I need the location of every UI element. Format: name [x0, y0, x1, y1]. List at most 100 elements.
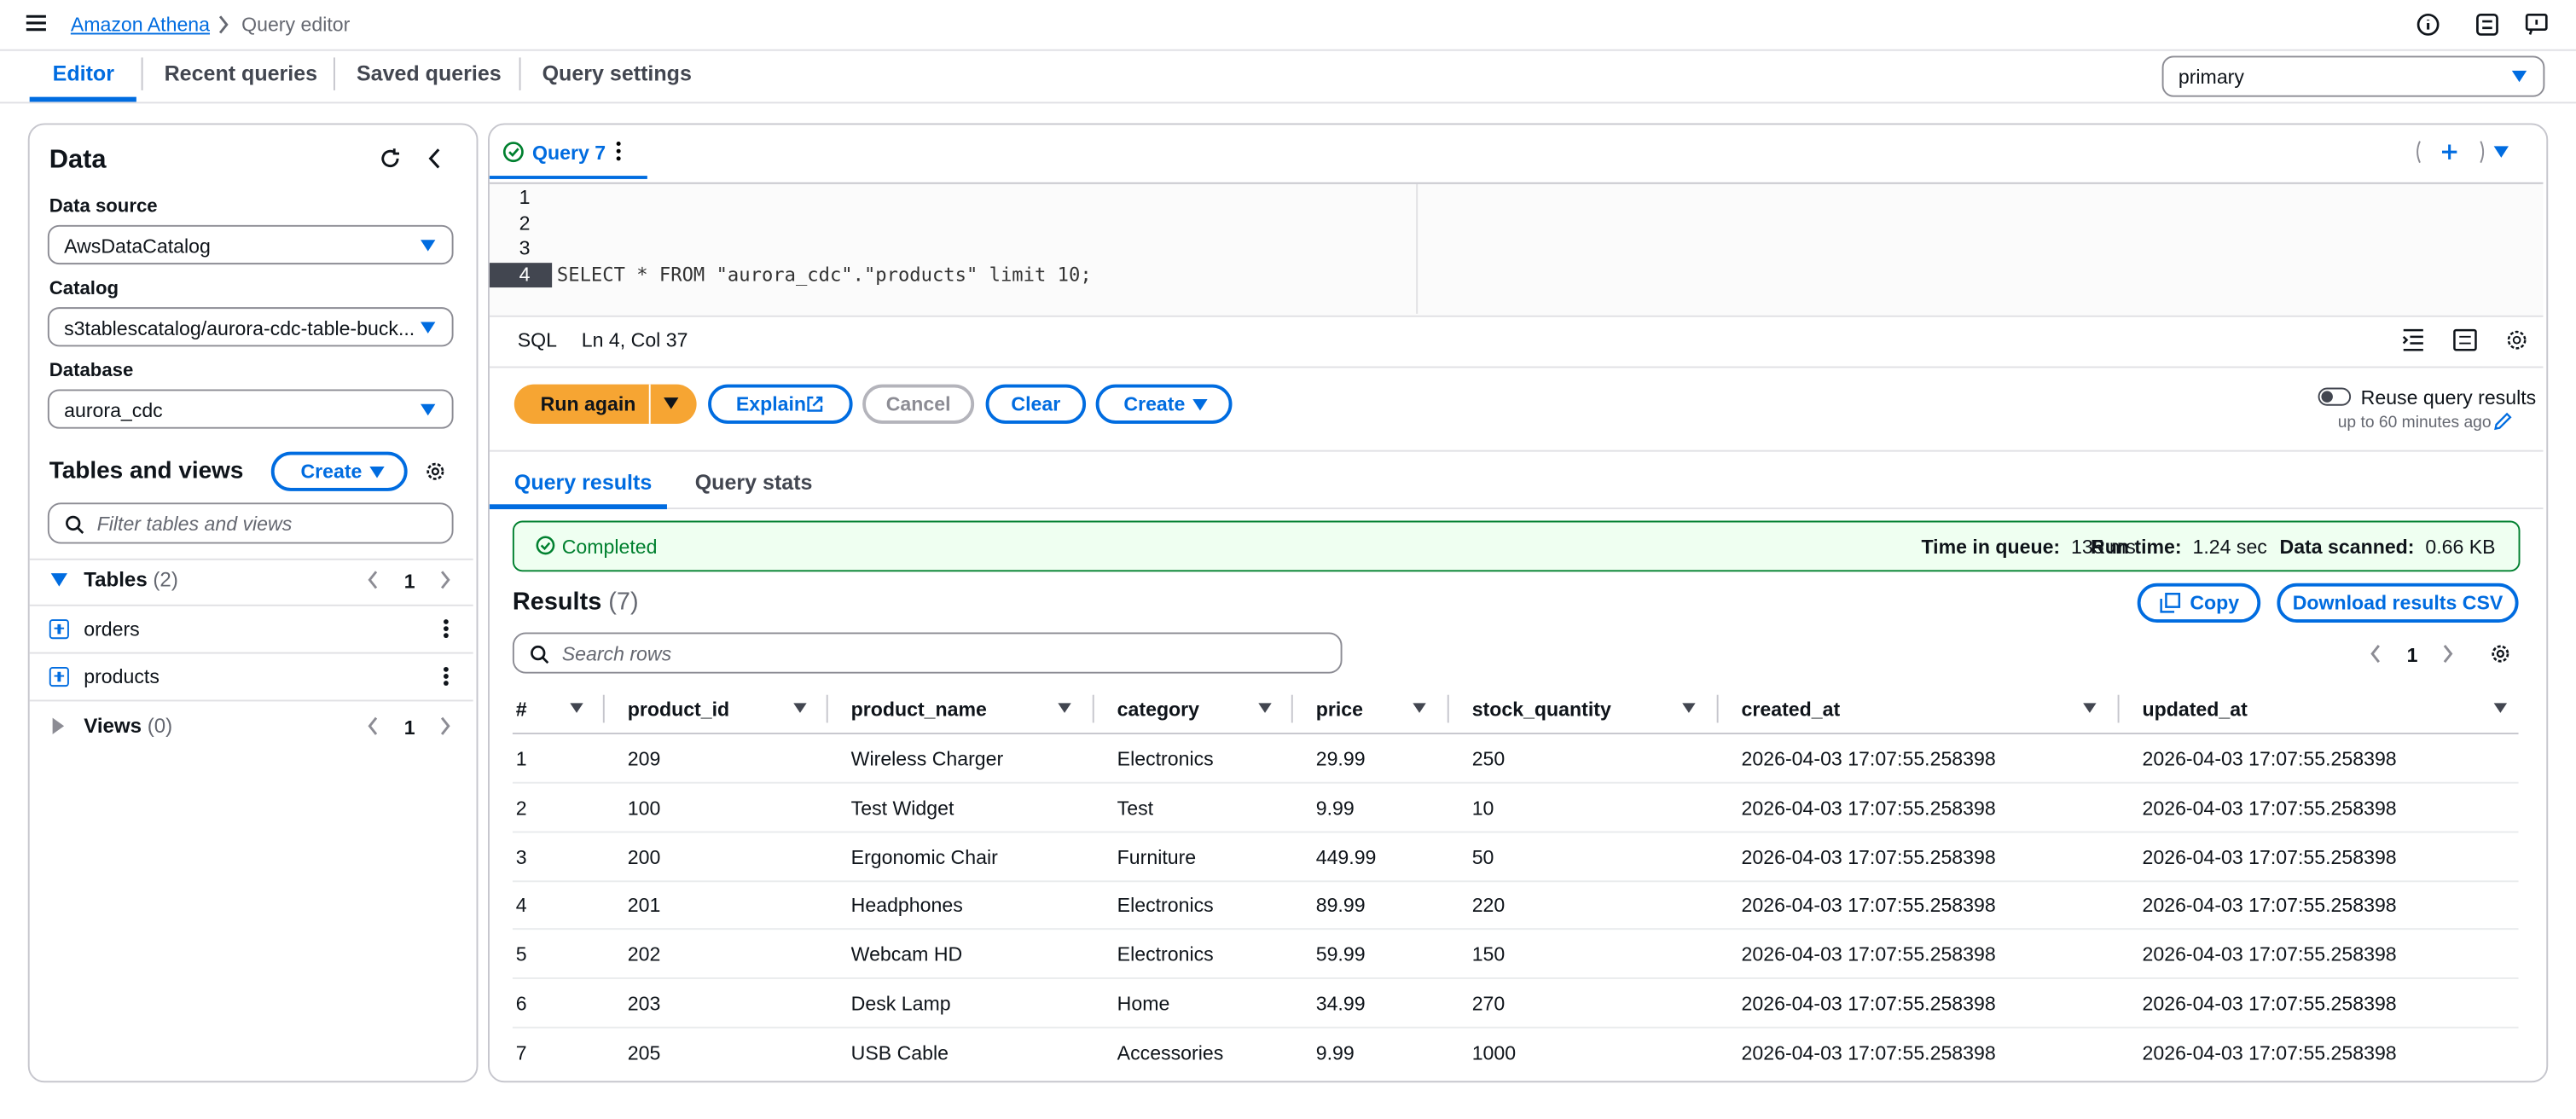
- expand-caret[interactable]: [52, 717, 65, 734]
- cell: 449.99: [1315, 845, 1377, 869]
- gear-icon[interactable]: [2491, 644, 2510, 664]
- cell: 220: [1471, 894, 1506, 918]
- cell: 34.99: [1315, 992, 1366, 1016]
- explain-button[interactable]: Explain: [708, 384, 853, 424]
- row-divider: [512, 879, 2519, 882]
- run-button[interactable]: [513, 384, 697, 424]
- column-separator: [1291, 694, 1293, 723]
- download-button[interactable]: Download results CSV: [2277, 583, 2519, 623]
- divider: [489, 507, 2544, 510]
- divider: [0, 101, 2576, 104]
- workgroup-select[interactable]: primary: [2161, 55, 2545, 97]
- cell: 29.99: [1315, 747, 1366, 771]
- search-input[interactable]: Search rows: [512, 632, 1343, 674]
- external-icon: [807, 396, 823, 412]
- create-button[interactable]: Create: [270, 451, 408, 491]
- column-filter[interactable]: [1258, 703, 1272, 713]
- database-select[interactable]: aurora_cdc: [47, 389, 454, 429]
- button-label: Explain: [735, 392, 807, 416]
- clear-button[interactable]: Clear: [985, 384, 1087, 424]
- column-separator: [1447, 694, 1449, 723]
- query-tab[interactable]: Query 7: [532, 141, 606, 165]
- cell: 200: [627, 845, 661, 869]
- divider: [29, 558, 473, 560]
- column-separator: [2117, 694, 2120, 723]
- caret: [369, 466, 385, 478]
- reuse-sub: up to 60 minutes ago: [2337, 414, 2492, 432]
- cell: USB Cable: [850, 1041, 949, 1064]
- page-number[interactable]: 1: [403, 570, 415, 594]
- prev-page[interactable]: [2370, 645, 2381, 664]
- column-filter[interactable]: [793, 703, 807, 713]
- result-tab[interactable]: Query stats: [694, 469, 813, 495]
- line-number: 1: [519, 185, 531, 209]
- cell: Test: [1117, 796, 1154, 820]
- caret: [421, 240, 436, 252]
- table-name[interactable]: orders: [84, 617, 140, 641]
- cell: 2026-04-03 17:07:55.258398: [2142, 747, 2397, 771]
- next-page[interactable]: [440, 571, 450, 589]
- breadcrumb-link[interactable]: Amazon Athena: [70, 13, 211, 37]
- column-filter[interactable]: [2083, 703, 2097, 713]
- column-filter[interactable]: [1682, 703, 1696, 713]
- line-number: 4: [519, 262, 531, 286]
- tab-menu[interactable]: [616, 142, 621, 161]
- table-menu[interactable]: [444, 666, 448, 671]
- row-divider: [512, 781, 2519, 784]
- divider: [648, 384, 651, 424]
- page-number[interactable]: 1: [2406, 643, 2418, 667]
- caret: [421, 403, 436, 416]
- table-menu[interactable]: [444, 619, 448, 623]
- cell: 10: [1471, 796, 1494, 820]
- views-count: (0): [147, 714, 173, 738]
- copy-button[interactable]: Copy: [2137, 583, 2261, 623]
- run-caret[interactable]: [664, 397, 679, 409]
- column-filter[interactable]: [570, 703, 583, 713]
- feedback-icon[interactable]: [2525, 13, 2548, 36]
- run-label[interactable]: Run again: [540, 392, 636, 416]
- code-editor[interactable]: [489, 182, 2544, 317]
- tab-controls[interactable]: [2415, 140, 2514, 165]
- workgroup: primary: [2178, 66, 2244, 90]
- sql-code: SELECT * FROM "aurora_cdc"."products" li…: [556, 263, 1092, 287]
- table-name[interactable]: products: [84, 665, 160, 688]
- reuse-toggle[interactable]: [2318, 387, 2352, 406]
- column-filter[interactable]: [1058, 703, 1071, 713]
- divider: [489, 366, 2544, 368]
- cell: Webcam HD: [850, 942, 963, 966]
- cell: 2026-04-03 17:07:55.258398: [2142, 796, 2397, 820]
- create-button[interactable]: Create: [1095, 384, 1233, 424]
- column-filter[interactable]: [1413, 703, 1426, 713]
- editor-tools[interactable]: [2402, 328, 2537, 351]
- column-separator: [826, 694, 828, 723]
- data-scanned: Data scanned: 0.66 KB: [2280, 536, 2496, 559]
- tab-separator: [333, 57, 335, 90]
- collapse-icon[interactable]: [428, 148, 440, 169]
- column-filter[interactable]: [2493, 703, 2508, 713]
- copy-icon: [2160, 592, 2181, 613]
- placeholder: Search rows: [561, 642, 672, 666]
- prev-page[interactable]: [368, 716, 378, 735]
- page-number[interactable]: 1: [403, 716, 415, 739]
- tab[interactable]: Recent queries: [164, 61, 318, 86]
- tab[interactable]: Editor: [52, 61, 114, 86]
- data-source-select[interactable]: AwsDataCatalog: [47, 224, 454, 265]
- refresh-icon[interactable]: [380, 148, 401, 169]
- prev-page[interactable]: [368, 571, 378, 589]
- gear-icon[interactable]: [426, 461, 445, 481]
- select-value: s3tablescatalog/aurora-cdc-table-buck...: [64, 316, 415, 340]
- expand-caret[interactable]: [50, 573, 67, 587]
- tab[interactable]: Query settings: [542, 61, 692, 86]
- edit-icon[interactable]: [2494, 412, 2512, 431]
- catalog-select[interactable]: s3tablescatalog/aurora-cdc-table-buck...: [47, 307, 454, 347]
- info-icon[interactable]: [2416, 13, 2440, 36]
- filter-input[interactable]: Filter tables and views: [47, 502, 454, 544]
- next-page[interactable]: [440, 716, 450, 735]
- menu-icon[interactable]: [26, 14, 46, 32]
- settings-icon[interactable]: [2475, 13, 2498, 36]
- result-tab[interactable]: Query results: [513, 469, 653, 495]
- next-page[interactable]: [2443, 645, 2453, 664]
- button-label: Create: [1123, 392, 1186, 416]
- tab[interactable]: Saved queries: [356, 61, 502, 86]
- cell: 2026-04-03 17:07:55.258398: [1741, 1041, 1996, 1064]
